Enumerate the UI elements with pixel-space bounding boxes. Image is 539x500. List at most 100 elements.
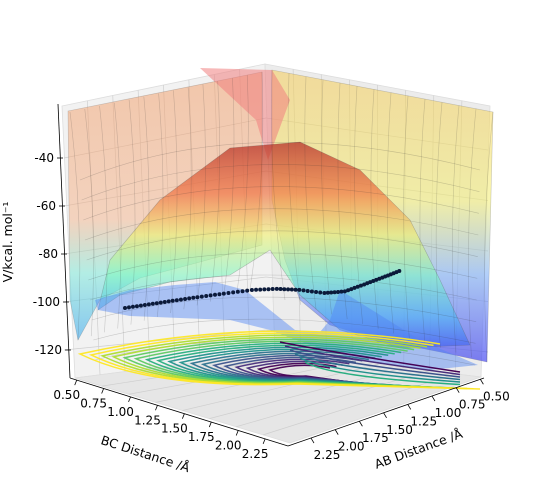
trajectory-point bbox=[154, 301, 159, 306]
contour-line bbox=[77, 330, 481, 390]
mesh-line bbox=[114, 102, 122, 329]
trajectory-point bbox=[166, 299, 171, 304]
trajectory-point bbox=[162, 300, 167, 304]
mesh-line bbox=[84, 108, 94, 337]
trajectory-point bbox=[195, 295, 200, 300]
mesh-line bbox=[86, 230, 478, 261]
bc-tick-mark bbox=[101, 388, 105, 394]
trajectory-point bbox=[142, 303, 147, 307]
mesh-line bbox=[79, 142, 481, 181]
contour-line bbox=[289, 349, 461, 378]
trajectory-point bbox=[270, 287, 275, 292]
trajectory-point bbox=[349, 287, 354, 292]
mesh-line bbox=[249, 71, 264, 291]
z-tick-label: -80 bbox=[38, 247, 58, 261]
trajectory-point bbox=[336, 289, 341, 294]
bc-tick-label: 2.00 bbox=[215, 438, 242, 452]
contour-line bbox=[299, 357, 461, 383]
trajectory-point bbox=[346, 288, 351, 293]
trajectory-point bbox=[365, 281, 370, 286]
trajectory-point bbox=[325, 290, 330, 295]
mesh-line bbox=[93, 318, 476, 344]
bc-tick-label: 2.25 bbox=[242, 447, 269, 461]
mesh-line bbox=[69, 111, 81, 341]
bc-tick-label: 1.75 bbox=[188, 430, 215, 444]
trajectory-point bbox=[138, 303, 143, 308]
mesh-line bbox=[386, 92, 395, 334]
mesh-line bbox=[321, 79, 332, 315]
ab-tick-mark bbox=[455, 387, 460, 393]
trajectory-point bbox=[374, 277, 379, 282]
trajectory-point bbox=[322, 291, 327, 296]
mesh-line bbox=[468, 108, 477, 358]
trajectory-point bbox=[297, 287, 302, 292]
mesh-line bbox=[287, 73, 301, 305]
contour-line bbox=[304, 361, 461, 386]
bc-tick-label: 1.00 bbox=[107, 405, 134, 419]
trajectory-point bbox=[258, 287, 263, 292]
trajectory-point bbox=[301, 288, 306, 293]
ab-tick-label: 2.00 bbox=[338, 440, 365, 454]
ab-tick-mark bbox=[310, 437, 315, 444]
trajectory-point bbox=[314, 289, 319, 294]
trajectory-point bbox=[245, 288, 250, 293]
ab-tick-mark bbox=[334, 429, 339, 435]
mesh-line bbox=[183, 87, 192, 310]
ab-tick-mark bbox=[480, 379, 484, 385]
trajectory-point bbox=[183, 297, 188, 301]
bc-tick-mark bbox=[262, 438, 266, 445]
trajectory-point bbox=[174, 298, 179, 303]
bc-tick-mark bbox=[128, 396, 131, 403]
trajectory-point bbox=[187, 296, 192, 301]
mesh-line bbox=[370, 89, 379, 329]
trajectory-point bbox=[240, 289, 245, 294]
trajectory-point bbox=[178, 297, 183, 302]
mesh-line bbox=[435, 102, 443, 348]
trajectory-point bbox=[358, 283, 363, 288]
trajectory-point bbox=[371, 279, 376, 284]
trajectory-point bbox=[274, 286, 279, 291]
trajectory-point bbox=[208, 293, 213, 298]
mesh-line bbox=[83, 186, 479, 221]
ab-tick-label: 1.50 bbox=[386, 423, 413, 437]
z-tick-label: -100 bbox=[33, 295, 60, 309]
trajectory-point bbox=[266, 287, 271, 292]
contour-line bbox=[294, 353, 461, 381]
mesh-line bbox=[354, 86, 363, 324]
ab-axis-ticks: 0.500.751.001.251.501.752.002.25 bbox=[310, 379, 510, 462]
trajectory-point bbox=[226, 291, 231, 295]
trajectory-point bbox=[249, 288, 254, 292]
mesh-line bbox=[88, 252, 478, 281]
ab-tick-label: 0.75 bbox=[459, 398, 486, 412]
mesh-line bbox=[89, 274, 477, 301]
mesh-line bbox=[223, 78, 235, 298]
ab-tick-label: 1.00 bbox=[435, 406, 462, 420]
mesh-line bbox=[143, 96, 150, 321]
ab-tick-label: 1.25 bbox=[410, 414, 437, 428]
bc-tick-mark bbox=[182, 413, 185, 419]
trajectory-point bbox=[204, 294, 209, 298]
z-tick-label: -60 bbox=[36, 199, 56, 213]
trajectory-point bbox=[362, 282, 367, 287]
trajectory-point bbox=[355, 284, 360, 289]
mesh-line bbox=[157, 93, 164, 317]
mesh-line bbox=[91, 296, 477, 322]
trajectory-point bbox=[158, 300, 163, 305]
mesh-line bbox=[210, 81, 220, 302]
trajectory-point bbox=[305, 288, 310, 293]
trajectory-point bbox=[130, 304, 135, 309]
mesh-line bbox=[99, 105, 108, 333]
trajectory-point bbox=[235, 289, 240, 294]
trajectory-point bbox=[217, 292, 222, 297]
trajectory-point bbox=[293, 287, 298, 292]
trajectory-point bbox=[231, 290, 236, 295]
mesh-line bbox=[170, 90, 178, 314]
trajectory-point bbox=[150, 301, 155, 306]
axis-edges bbox=[57, 103, 485, 447]
trajectory-point bbox=[318, 290, 323, 295]
z-tick-label: -40 bbox=[34, 151, 54, 165]
mesh-line bbox=[196, 84, 206, 306]
contour-projection bbox=[77, 330, 481, 390]
